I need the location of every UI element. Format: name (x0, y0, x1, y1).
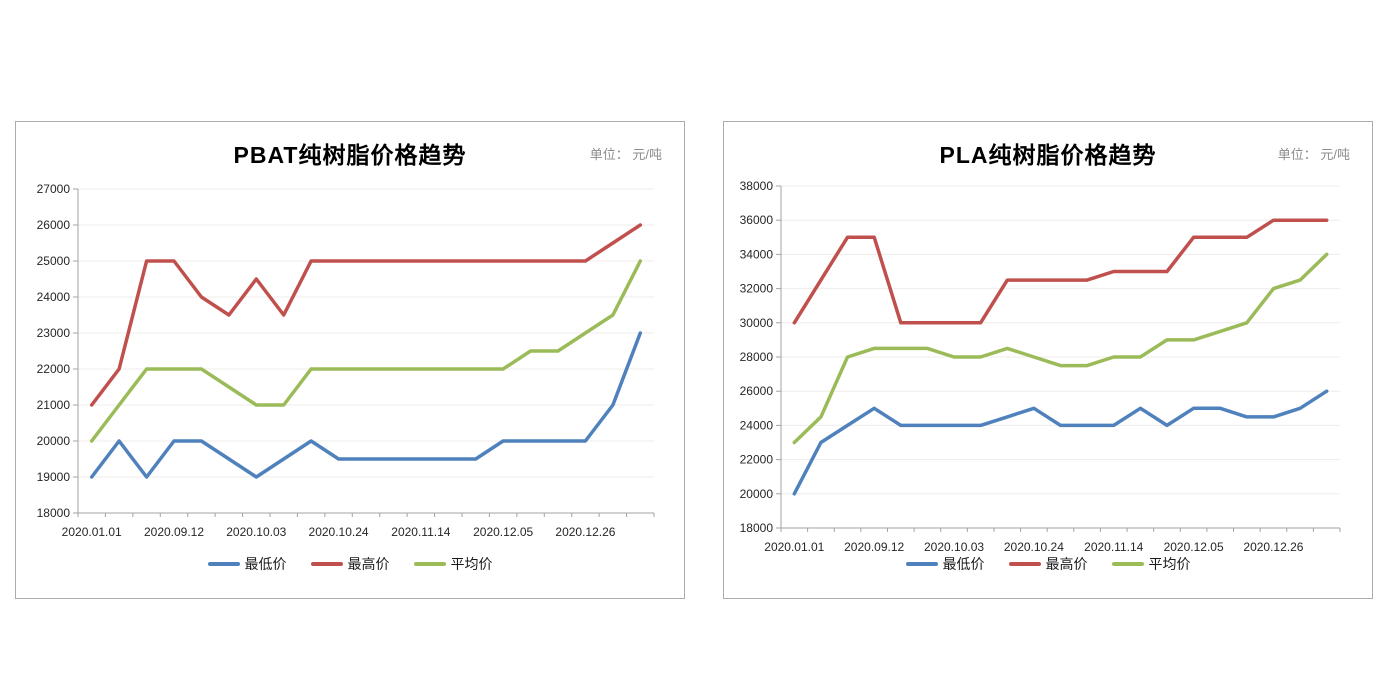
svg-text:32000: 32000 (740, 282, 774, 296)
svg-text:28000: 28000 (740, 350, 774, 364)
svg-text:2020.09.12: 2020.09.12 (144, 525, 204, 539)
svg-text:23000: 23000 (37, 326, 71, 340)
svg-text:27000: 27000 (37, 182, 71, 196)
legend-label: 平均价 (1148, 556, 1191, 572)
svg-text:20000: 20000 (740, 487, 774, 501)
plot-area: 18000 20000 22000 24000 26000 28000 30000 32000… (740, 179, 1341, 554)
avg-price-line-swatch (413, 562, 446, 566)
chart-legend: 最低价 最高价 平均价 (724, 554, 1372, 574)
min-price-line-swatch (905, 562, 938, 566)
svg-text:24000: 24000 (37, 290, 71, 304)
svg-text:2020.09.12: 2020.09.12 (844, 540, 904, 554)
legend-item-avg: 平均价 (1111, 554, 1191, 574)
legend-label: 最低价 (244, 556, 287, 572)
avg-price-line-swatch (1111, 562, 1144, 566)
pbat-price-trend-chart-card: PBAT纯树脂价格趋势 单位： 元/吨 18000 19000 20000 21000… (15, 121, 685, 599)
svg-text:18000: 18000 (740, 521, 774, 535)
chart-title: PLA纯树脂价格趋势 (939, 142, 1157, 168)
svg-text:2020.11.14: 2020.11.14 (391, 525, 450, 539)
svg-text:2020.10.24: 2020.10.24 (1004, 540, 1064, 554)
svg-text:2020.01.01: 2020.01.01 (62, 525, 122, 539)
svg-text:2020.10.03: 2020.10.03 (924, 540, 984, 554)
legend-label: 平均价 (450, 556, 493, 572)
svg-text:24000: 24000 (740, 418, 774, 432)
svg-text:30000: 30000 (740, 316, 774, 330)
max-price-line-swatch (310, 562, 343, 566)
legend-item-min: 最低价 (905, 554, 985, 574)
svg-text:2020.12.05: 2020.12.05 (473, 525, 533, 539)
pla-price-trend-chart-card: PLA纯树脂价格趋势 单位： 元/吨 18000 20000 22000 24000 2… (723, 121, 1373, 599)
chart-title: PBAT纯树脂价格趋势 (233, 142, 467, 168)
svg-text:2020.01.01: 2020.01.01 (764, 540, 824, 554)
legend-item-max: 最高价 (1008, 554, 1088, 574)
svg-text:26000: 26000 (37, 218, 71, 232)
plot-area: 18000 19000 20000 21000 22000 23000 24000 25000… (37, 182, 655, 539)
svg-text:2020.12.26: 2020.12.26 (555, 525, 615, 539)
svg-text:18000: 18000 (37, 506, 71, 520)
chart-legend: 最低价 最高价 平均价 (16, 554, 684, 574)
unit-label: 单位： 元/吨 (1277, 147, 1350, 162)
svg-text:2020.12.05: 2020.12.05 (1164, 540, 1224, 554)
svg-text:20000: 20000 (37, 434, 71, 448)
svg-text:22000: 22000 (37, 362, 71, 376)
legend-label: 最低价 (942, 556, 985, 572)
min-price-line-swatch (207, 562, 240, 566)
legend-item-avg: 平均价 (413, 554, 493, 574)
svg-text:21000: 21000 (37, 398, 71, 412)
svg-text:34000: 34000 (740, 247, 774, 261)
svg-text:25000: 25000 (37, 254, 71, 268)
svg-text:22000: 22000 (740, 453, 774, 467)
legend-label: 最高价 (347, 556, 390, 572)
legend-label: 最高价 (1045, 556, 1088, 572)
svg-text:2020.10.03: 2020.10.03 (226, 525, 286, 539)
svg-text:2020.12.26: 2020.12.26 (1243, 540, 1303, 554)
legend-item-min: 最低价 (207, 554, 287, 574)
svg-text:2020.11.14: 2020.11.14 (1084, 540, 1143, 554)
svg-text:38000: 38000 (740, 179, 774, 193)
svg-text:19000: 19000 (37, 470, 71, 484)
svg-text:36000: 36000 (740, 213, 774, 227)
svg-text:26000: 26000 (740, 384, 774, 398)
svg-text:2020.10.24: 2020.10.24 (309, 525, 369, 539)
legend-item-max: 最高价 (310, 554, 390, 574)
max-price-line-swatch (1008, 562, 1041, 566)
unit-label: 单位： 元/吨 (589, 147, 662, 162)
